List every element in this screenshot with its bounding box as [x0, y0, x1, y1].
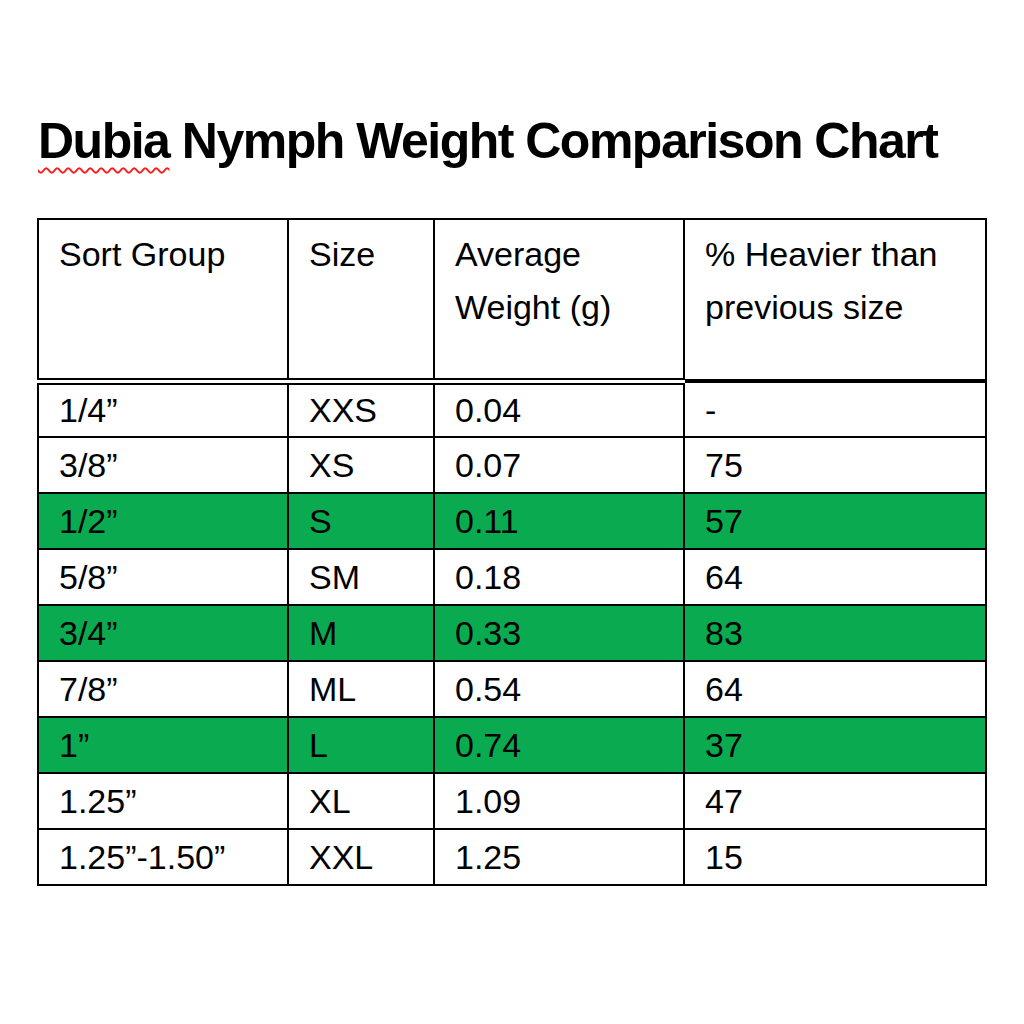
cell-pct-heavier: 64 — [684, 549, 986, 605]
cell-pct-heavier: 37 — [684, 717, 986, 773]
cell-size: SM — [288, 549, 434, 605]
document-page: Dubia Nymph Weight Comparison Chart Sort… — [0, 0, 1024, 1024]
cell-pct-heavier: 15 — [684, 829, 986, 885]
header-size: Size — [288, 219, 434, 381]
cell-size: S — [288, 493, 434, 549]
table-row: 1/4” XXS 0.04 - — [38, 381, 986, 437]
cell-sort-group: 1.25” — [38, 773, 288, 829]
cell-sort-group: 7/8” — [38, 661, 288, 717]
page-title: Dubia Nymph Weight Comparison Chart — [38, 112, 937, 170]
cell-sort-group: 1” — [38, 717, 288, 773]
table-header-row: Sort Group Size Average Weight (g) % Hea… — [38, 219, 986, 381]
cell-size: XS — [288, 437, 434, 493]
cell-avg-weight: 0.11 — [434, 493, 684, 549]
cell-pct-heavier: 64 — [684, 661, 986, 717]
header-avg-weight: Average Weight (g) — [434, 219, 684, 381]
table-row: 1” L 0.74 37 — [38, 717, 986, 773]
table-row: 1/2” S 0.11 57 — [38, 493, 986, 549]
header-pct-heavier: % Heavier than previous size — [684, 219, 986, 381]
cell-size: M — [288, 605, 434, 661]
cell-sort-group: 3/4” — [38, 605, 288, 661]
title-misspelled-word: Dubia — [38, 113, 169, 169]
cell-size: XXL — [288, 829, 434, 885]
cell-pct-heavier: - — [684, 381, 986, 437]
cell-size: ML — [288, 661, 434, 717]
table-row: 3/4” M 0.33 83 — [38, 605, 986, 661]
cell-size: L — [288, 717, 434, 773]
table-row: 7/8” ML 0.54 64 — [38, 661, 986, 717]
cell-avg-weight: 0.33 — [434, 605, 684, 661]
cell-size: XXS — [288, 381, 434, 437]
cell-pct-heavier: 83 — [684, 605, 986, 661]
cell-sort-group: 1/2” — [38, 493, 288, 549]
title-rest: Nymph Weight Comparison Chart — [169, 113, 937, 169]
cell-sort-group: 5/8” — [38, 549, 288, 605]
cell-size: XL — [288, 773, 434, 829]
cell-avg-weight: 0.04 — [434, 381, 684, 437]
cell-avg-weight: 1.09 — [434, 773, 684, 829]
table-row: 3/8” XS 0.07 75 — [38, 437, 986, 493]
cell-pct-heavier: 57 — [684, 493, 986, 549]
weight-comparison-table: Sort Group Size Average Weight (g) % Hea… — [37, 218, 987, 886]
table-row: 1.25”-1.50” XXL 1.25 15 — [38, 829, 986, 885]
cell-avg-weight: 0.74 — [434, 717, 684, 773]
cell-sort-group: 3/8” — [38, 437, 288, 493]
cell-avg-weight: 0.18 — [434, 549, 684, 605]
cell-sort-group: 1.25”-1.50” — [38, 829, 288, 885]
table-row: 1.25” XL 1.09 47 — [38, 773, 986, 829]
cell-avg-weight: 0.54 — [434, 661, 684, 717]
header-sort-group: Sort Group — [38, 219, 288, 381]
cell-avg-weight: 0.07 — [434, 437, 684, 493]
cell-sort-group: 1/4” — [38, 381, 288, 437]
cell-pct-heavier: 47 — [684, 773, 986, 829]
table-row: 5/8” SM 0.18 64 — [38, 549, 986, 605]
cell-pct-heavier: 75 — [684, 437, 986, 493]
cell-avg-weight: 1.25 — [434, 829, 684, 885]
